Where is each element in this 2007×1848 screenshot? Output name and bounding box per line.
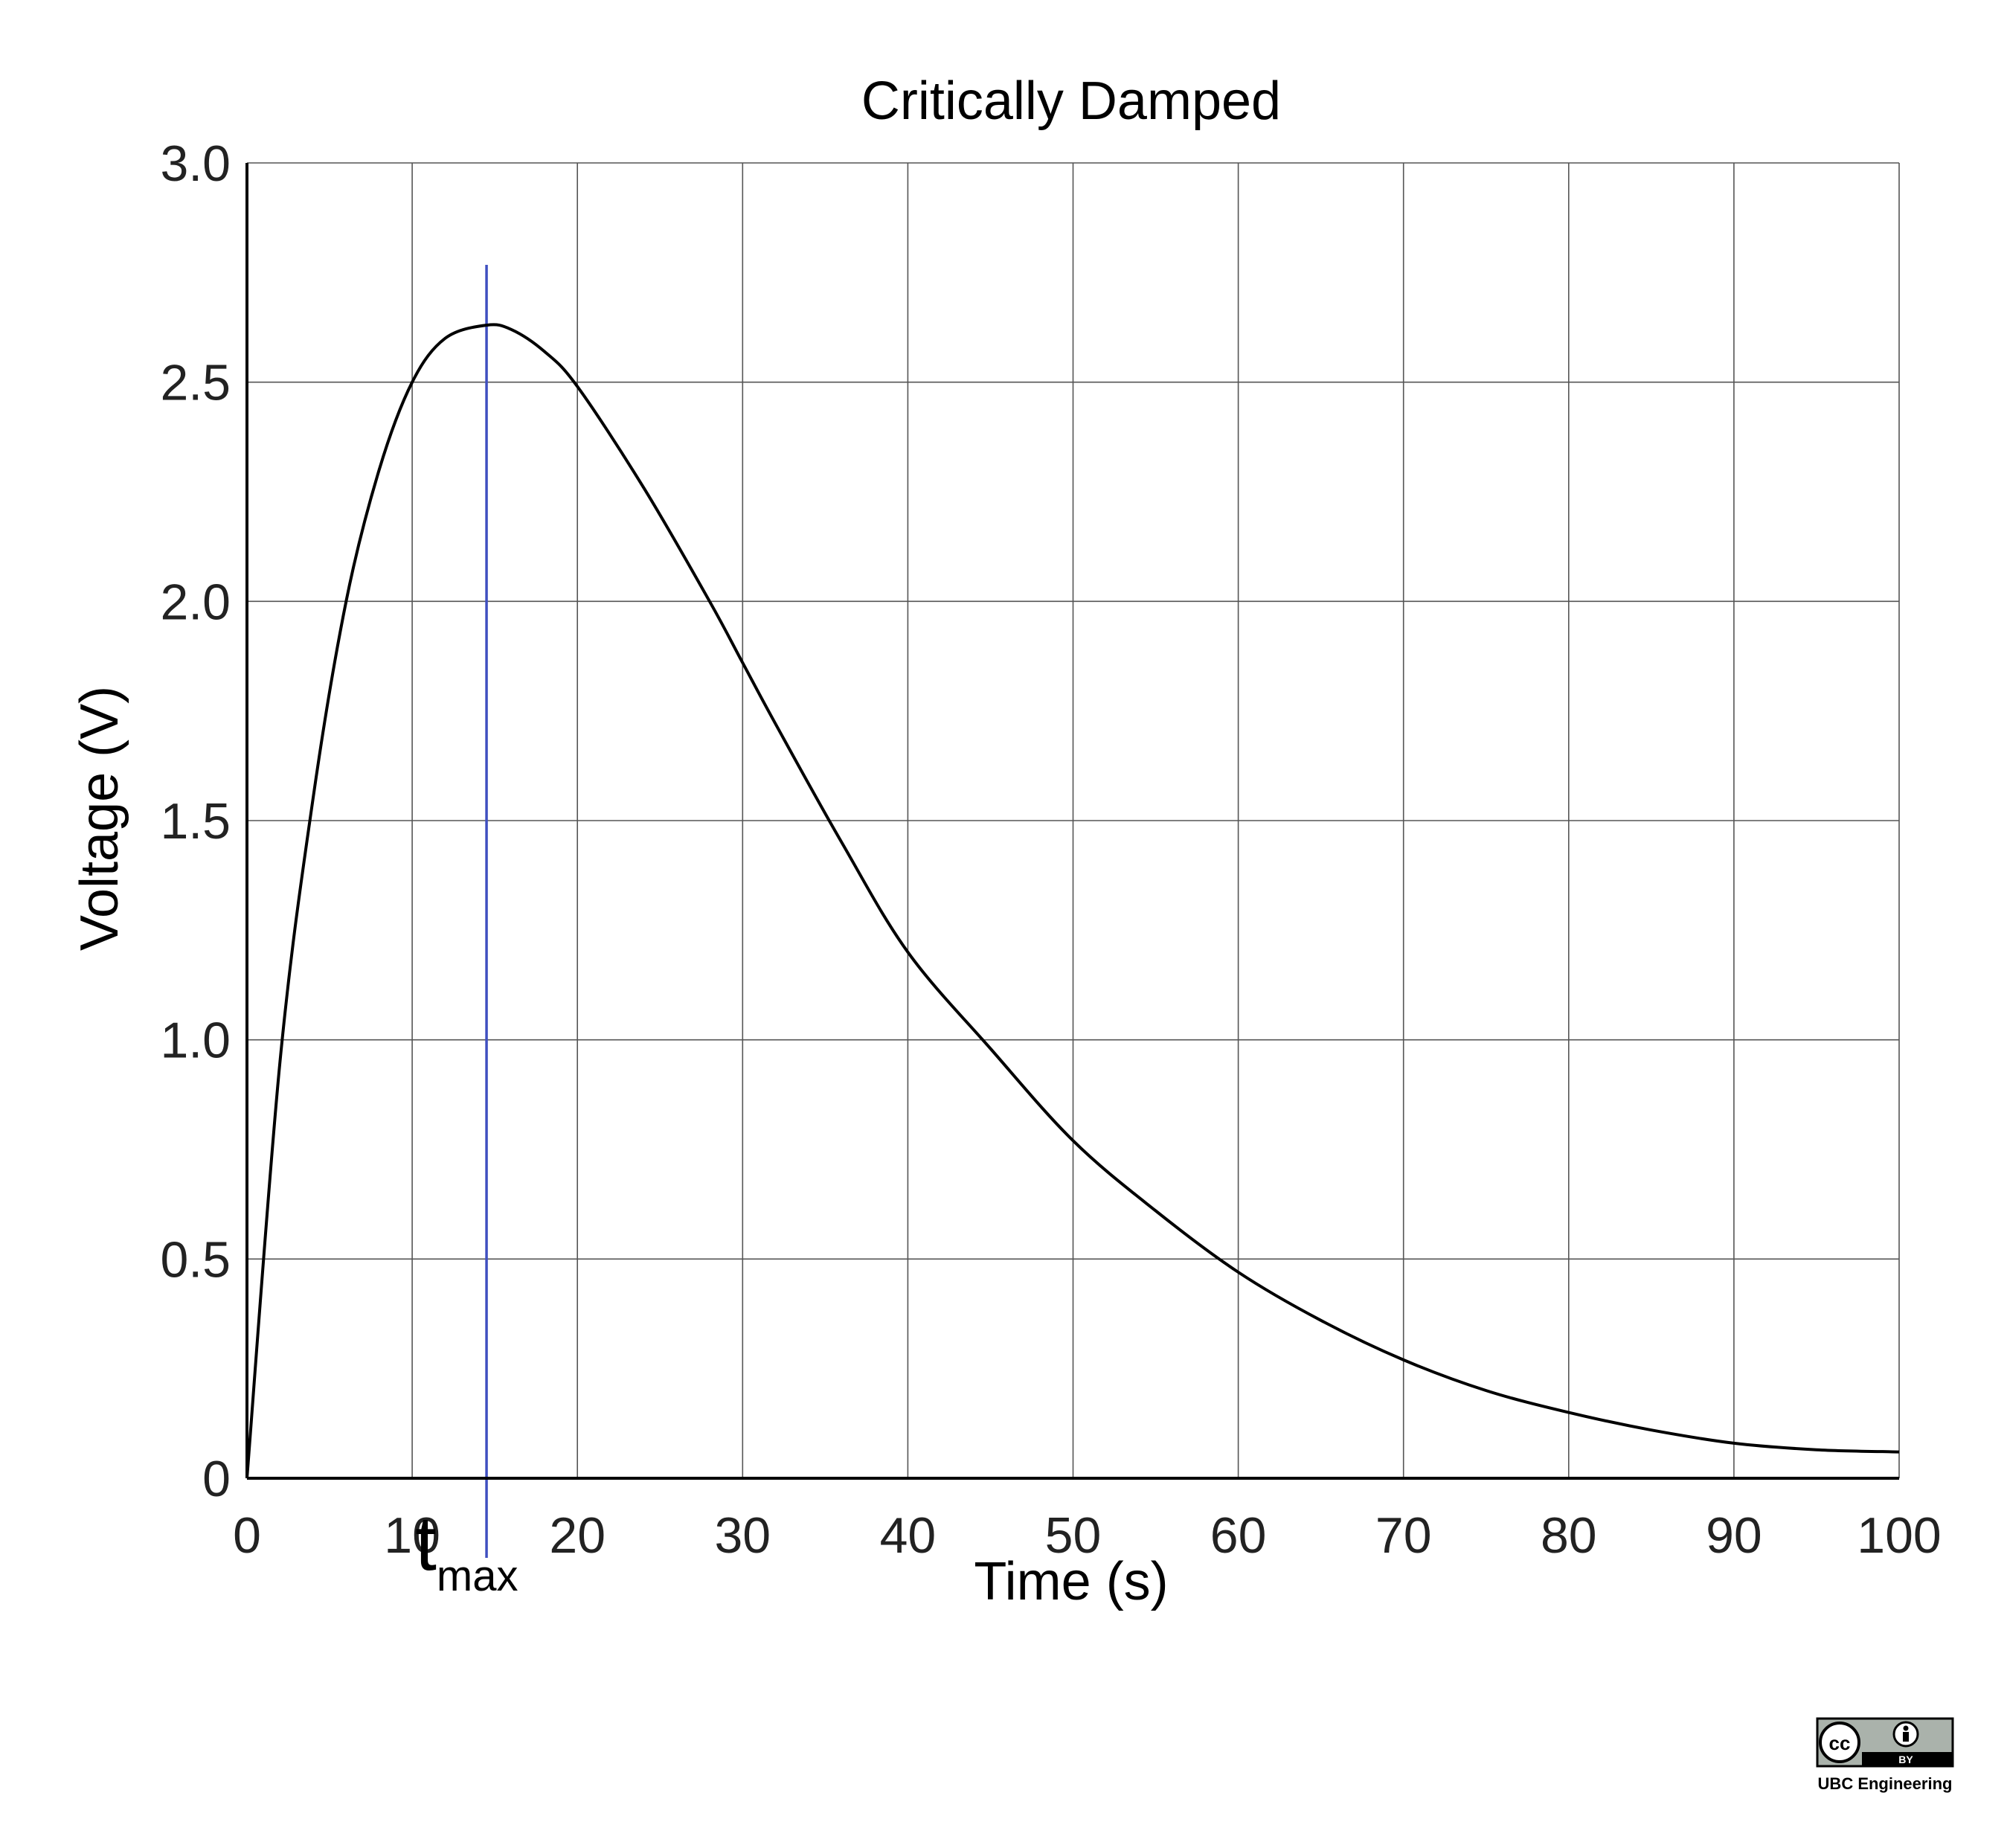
x-tick-label: 20	[549, 1507, 606, 1564]
cc-badge-text: cc	[1829, 1732, 1851, 1754]
x-tick-label: 100	[1857, 1507, 1941, 1564]
tmax-label-sub: max	[437, 1552, 518, 1600]
x-tick-label: 70	[1375, 1507, 1432, 1564]
x-tick-label: 40	[880, 1507, 937, 1564]
y-tick-label: 2.0	[160, 574, 231, 630]
chart-title: Critically Damped	[861, 71, 1281, 131]
x-tick-labels: 0 10 20 30 40 50 60 70 80 90 100	[233, 1507, 1942, 1564]
y-tick-label: 2.5	[160, 355, 231, 411]
y-tick-label: 0	[202, 1451, 231, 1507]
credit-text: UBC Engineering	[1818, 1774, 1953, 1793]
cc-by-icon: cc BY	[1816, 1717, 1954, 1768]
by-badge-text: BY	[1898, 1754, 1913, 1765]
series-line	[245, 323, 1900, 1479]
x-tick-label: 80	[1541, 1507, 1597, 1564]
x-tick-label: 50	[1045, 1507, 1102, 1564]
x-tick-label: 60	[1210, 1507, 1267, 1564]
tmax-label: tmax	[415, 1501, 518, 1600]
y-tick-label: 1.0	[160, 1013, 231, 1069]
y-tick-labels: 0 0.5 1.0 1.5 2.0 2.5 3.0	[160, 135, 231, 1507]
series-layer	[245, 323, 1900, 1479]
y-tick-label: 3.0	[160, 135, 231, 192]
axes	[245, 163, 1899, 1480]
x-tick-label: 90	[1706, 1507, 1762, 1564]
x-tick-label: 10	[384, 1507, 440, 1564]
x-tick-label: 0	[233, 1507, 261, 1564]
x-axis-label: Time (s)	[974, 1552, 1168, 1611]
tmax-label-main: t	[415, 1501, 437, 1587]
grid	[246, 162, 1900, 1479]
y-tick-label: 0.5	[160, 1231, 231, 1288]
y-axis-label: Voltage (V)	[70, 686, 129, 951]
y-tick-label: 1.5	[160, 793, 231, 850]
x-tick-label: 30	[714, 1507, 771, 1564]
